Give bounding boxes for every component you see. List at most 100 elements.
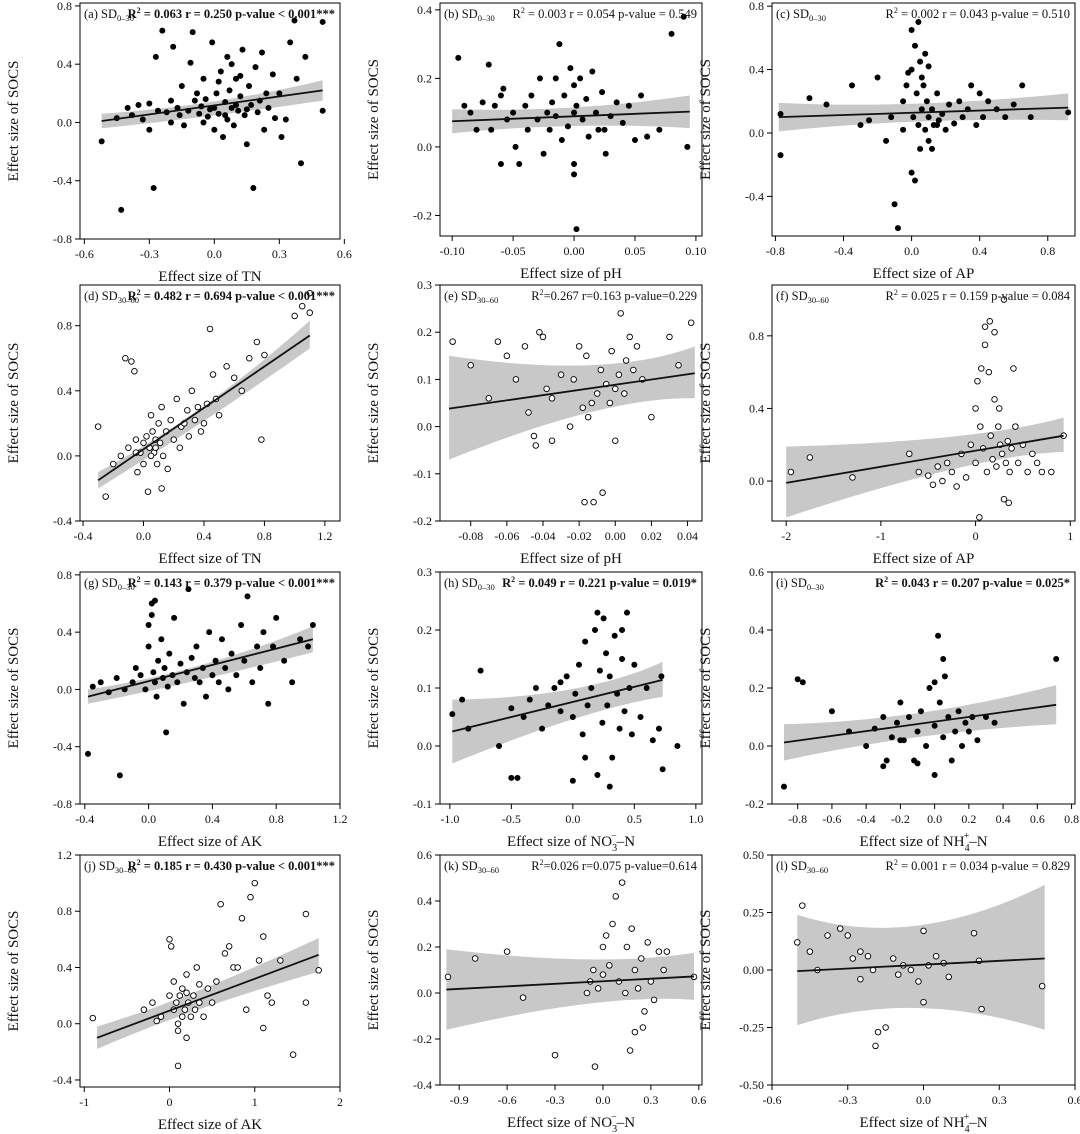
x-label-superscript: −	[611, 1112, 617, 1123]
data-point	[94, 423, 102, 430]
data-point	[174, 1020, 182, 1027]
r2-superscript: 2	[137, 575, 141, 584]
data-point	[563, 673, 570, 680]
stats-values: = 0.482 r = 0.694 p-value < 0.001***	[141, 289, 335, 303]
y-tick-label: 0.3	[417, 278, 432, 292]
plot-frame	[439, 284, 703, 522]
data-point	[140, 1006, 148, 1013]
data-point	[257, 664, 264, 671]
data-point	[932, 952, 940, 960]
data-point	[780, 783, 787, 790]
data-point	[910, 114, 917, 121]
data-point	[485, 61, 492, 68]
y-tick-label: -0.2	[413, 514, 432, 528]
data-point	[618, 879, 626, 886]
panel-f: -2 -1 0 1 0.0 0.4 0.8 Effect size of AP Effect s…	[698, 284, 1076, 567]
data-point	[922, 50, 929, 57]
data-point	[626, 333, 633, 341]
data-point	[241, 112, 248, 119]
data-point	[461, 102, 468, 109]
plot-frame	[771, 571, 1076, 805]
data-point	[174, 1027, 182, 1035]
y-tick-label: 0.4	[749, 63, 764, 77]
data-point	[1004, 437, 1012, 445]
scatter-points	[94, 289, 314, 500]
data-point	[235, 107, 242, 114]
data-point	[228, 61, 235, 68]
panel-tag: (f) SD30–60	[776, 289, 829, 305]
data-point	[626, 1047, 634, 1054]
x-label-text: Effect size of NH	[859, 834, 964, 850]
data-point	[934, 90, 941, 97]
data-point	[931, 771, 938, 778]
y-tick-label: -0.4	[53, 174, 72, 188]
data-point	[631, 1028, 639, 1036]
data-point	[155, 657, 162, 664]
data-point	[900, 126, 907, 133]
data-point	[239, 46, 246, 53]
data-point	[215, 679, 222, 686]
data-point	[663, 948, 671, 955]
data-point	[948, 757, 955, 764]
data-point	[649, 737, 656, 744]
panel-tag: (c) SD0–30	[776, 7, 826, 23]
x-tick-label: 0.8	[1040, 244, 1055, 258]
data-point	[155, 420, 162, 427]
data-point	[131, 368, 138, 375]
data-point	[617, 310, 624, 317]
scatter-points	[444, 879, 698, 1070]
data-point	[978, 1005, 985, 1013]
y-tick-label: 0.1	[417, 372, 432, 386]
data-point	[176, 444, 184, 452]
stats-annotation: R2 = 0.043 r = 0.207 p-value = 0.025*	[875, 575, 1070, 590]
data-point	[539, 333, 547, 341]
data-point	[581, 498, 588, 506]
data-point	[166, 992, 173, 999]
data-point	[1000, 296, 1008, 303]
y-tick-label: -0.25	[739, 1021, 764, 1035]
data-point	[917, 58, 924, 65]
data-point	[633, 343, 641, 350]
data-point	[117, 452, 125, 460]
panel-tag: (h) SD0–30	[444, 576, 495, 592]
data-point	[1010, 101, 1017, 108]
data-point	[497, 92, 504, 99]
stats-annotation: R2 = 0.001 r = 0.034 p-value = 0.829	[885, 858, 1070, 873]
y-axis-label: Effect size of SOCS	[366, 343, 382, 464]
data-point	[170, 436, 177, 443]
data-point	[546, 126, 553, 133]
data-point	[591, 626, 598, 633]
r2-superscript: 2	[894, 288, 898, 297]
data-point	[643, 684, 650, 691]
data-point	[828, 708, 835, 715]
r2-label: R	[531, 289, 540, 303]
x-tick-label: 0.0	[565, 812, 580, 826]
data-point	[187, 1013, 195, 1020]
data-point	[222, 112, 229, 119]
data-point	[183, 1034, 190, 1042]
data-point	[998, 450, 1006, 458]
data-point	[166, 936, 173, 943]
panel-tag: (g) SD0–30	[84, 576, 135, 592]
data-point	[152, 444, 159, 452]
data-point	[215, 411, 223, 419]
data-point	[940, 655, 947, 662]
x-axis-label: Effect size of pH	[520, 551, 622, 567]
x-tick-label: -0.04	[530, 529, 555, 543]
r2-label: R	[885, 859, 894, 873]
data-point	[952, 728, 959, 735]
r2-label: R	[128, 576, 138, 590]
data-point	[271, 115, 278, 122]
x-label-text: Effect size of AP	[873, 551, 975, 567]
data-point	[150, 185, 157, 192]
regression-line	[101, 89, 323, 122]
confidence-band	[101, 80, 323, 129]
data-point	[213, 978, 220, 985]
data-point	[918, 106, 925, 113]
panel-tag-text: (d) SD	[84, 289, 118, 303]
data-point	[168, 97, 175, 104]
data-point	[217, 900, 224, 908]
x-label-text: Effect size of NO	[507, 1115, 612, 1131]
data-point	[913, 90, 920, 97]
scatter-points	[84, 586, 316, 779]
